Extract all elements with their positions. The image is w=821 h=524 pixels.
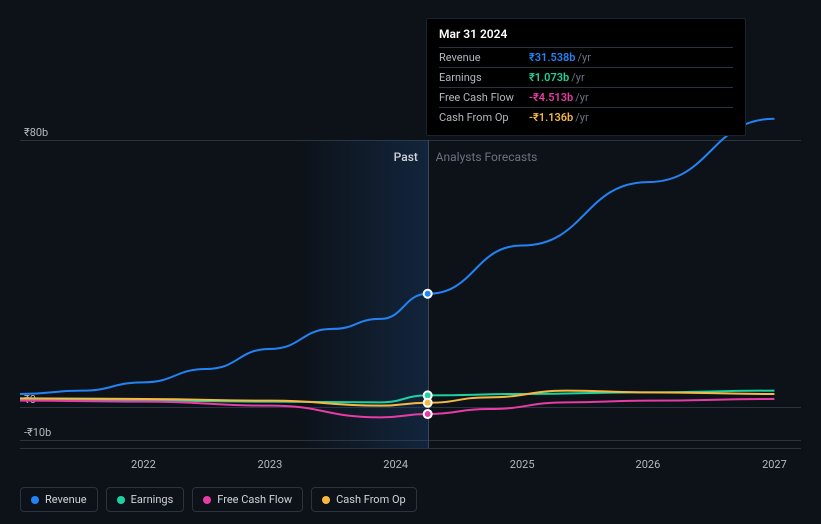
tooltip-date: Mar 31 2024	[439, 27, 733, 47]
legend-dot-icon	[117, 496, 125, 504]
series-line	[20, 391, 774, 406]
legend-dot-icon	[31, 496, 39, 504]
tooltip-metric-unit: /yr	[575, 111, 588, 124]
series-marker	[424, 399, 432, 407]
tooltip-metric-unit: /yr	[571, 71, 584, 84]
legend-item[interactable]: Cash From Op	[311, 487, 417, 512]
tooltip-metric-value: ₹1.073b	[529, 71, 569, 84]
legend-label: Revenue	[45, 493, 87, 506]
tooltip-metric-unit: /yr	[575, 91, 588, 104]
tooltip-row: Free Cash Flow-₹4.513b /yr	[439, 87, 733, 107]
tooltip-metric-label: Earnings	[439, 71, 529, 84]
tooltip-row: Earnings₹1.073b /yr	[439, 67, 733, 87]
legend-item[interactable]: Revenue	[20, 487, 98, 512]
series-marker	[424, 290, 432, 298]
tooltip-metric-value: -₹4.513b	[529, 91, 573, 104]
legend-dot-icon	[322, 496, 330, 504]
tooltip-metric-unit: /yr	[578, 51, 591, 64]
legend-item[interactable]: Earnings	[106, 487, 185, 512]
series-line	[20, 119, 774, 394]
legend-label: Earnings	[131, 493, 174, 506]
series-marker	[424, 410, 432, 418]
tooltip-row: Revenue₹31.538b /yr	[439, 47, 733, 67]
tooltip-metric-label: Cash From Op	[439, 111, 529, 124]
legend-item[interactable]: Free Cash Flow	[192, 487, 303, 512]
tooltip-metric-label: Revenue	[439, 51, 529, 64]
legend-label: Cash From Op	[336, 493, 406, 506]
tooltip-metric-value: -₹1.136b	[529, 111, 573, 124]
legend-label: Free Cash Flow	[217, 493, 292, 506]
chart-legend: Revenue Earnings Free Cash Flow Cash From O…	[20, 487, 417, 512]
tooltip-row: Cash From Op-₹1.136b /yr	[439, 107, 733, 127]
tooltip-metric-label: Free Cash Flow	[439, 91, 529, 104]
series-line	[20, 399, 774, 417]
legend-dot-icon	[203, 496, 211, 504]
financial-chart: ₹80b₹0-₹10b 202220232024202520262027 Pas…	[0, 0, 821, 524]
data-tooltip: Mar 31 2024 Revenue₹31.538b /yrEarnings₹…	[426, 18, 746, 136]
tooltip-metric-value: ₹31.538b	[529, 51, 576, 64]
